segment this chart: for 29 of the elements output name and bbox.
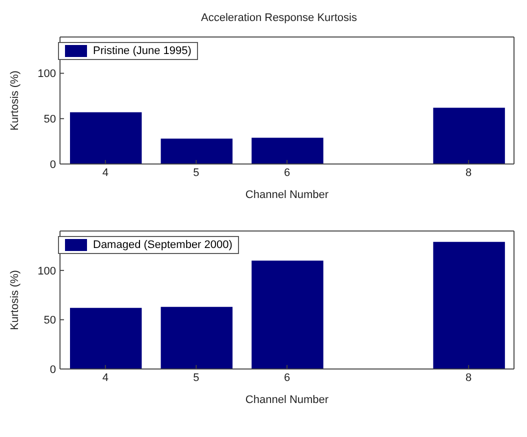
x-tick-label: 6 (284, 372, 290, 384)
bar (433, 108, 505, 164)
x-tick-label: 8 (466, 166, 472, 179)
y-tick-label: 50 (44, 314, 56, 327)
bar (70, 308, 142, 369)
x-tick-label: 8 (466, 372, 472, 384)
y-axis-title: Kurtosis (%) (8, 70, 21, 130)
y-tick-label: 0 (50, 158, 56, 171)
legend-label: Pristine (June 1995) (93, 45, 192, 57)
legend-label: Damaged (September 2000) (93, 239, 232, 251)
x-tick-label: 5 (193, 372, 200, 384)
x-tick-label: 6 (284, 166, 290, 179)
y-tick-label: 100 (38, 68, 56, 80)
x-tick-label: 4 (102, 166, 108, 179)
bar (252, 138, 324, 164)
y-axis-title: Kurtosis (%) (8, 270, 21, 330)
bar (252, 260, 324, 369)
x-tick-label: 4 (102, 372, 108, 384)
y-tick-label: 100 (38, 265, 56, 278)
bar (160, 306, 233, 369)
bar (70, 112, 142, 164)
x-axis-title: Channel Number (245, 189, 329, 201)
x-tick-label: 5 (193, 166, 200, 179)
y-tick-label: 50 (44, 114, 56, 126)
x-axis-title: Channel Number (245, 394, 329, 406)
bar (160, 138, 233, 164)
bar (433, 242, 505, 369)
chart-title: Acceleration Response Kurtosis (200, 12, 358, 24)
y-tick-label: 0 (50, 364, 56, 376)
